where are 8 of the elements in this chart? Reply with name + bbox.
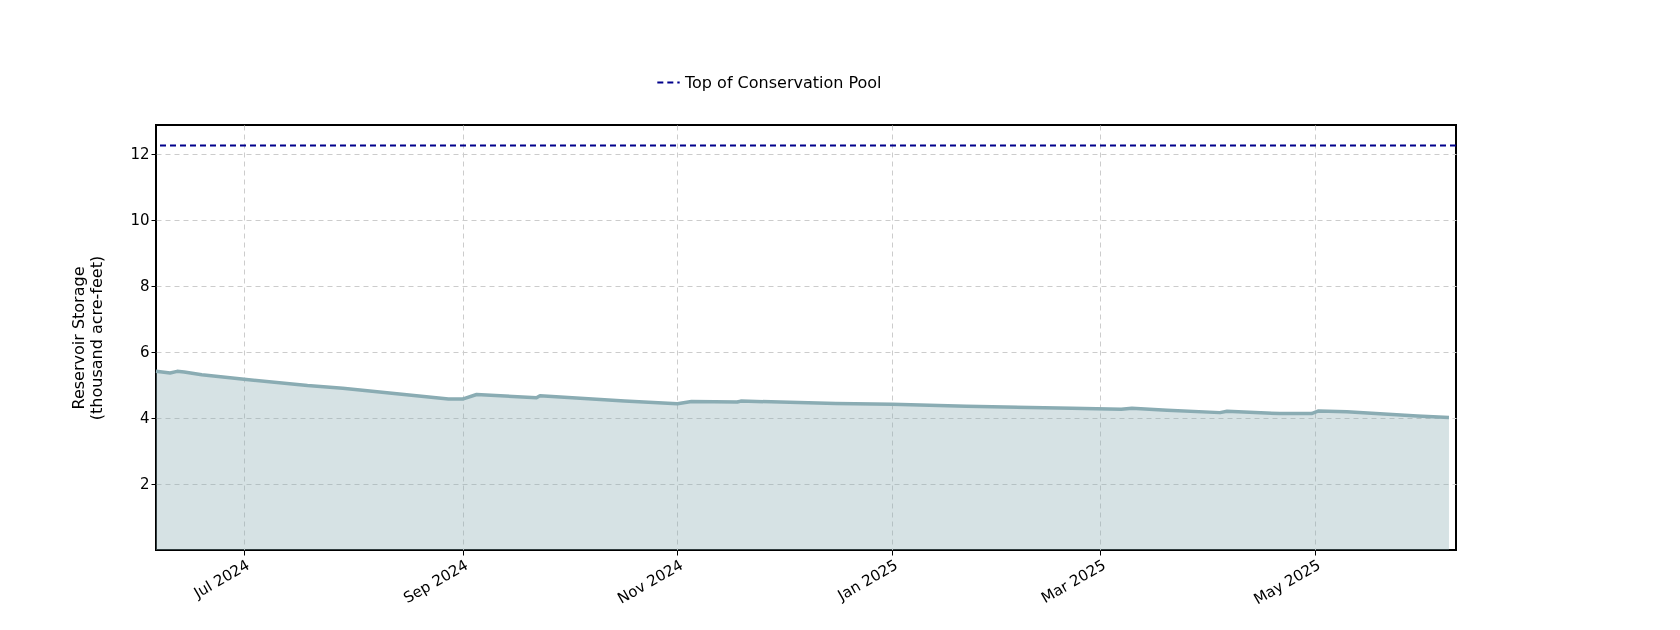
legend-label: Top of Conservation Pool — [684, 72, 882, 92]
y-tick-label: 10 — [130, 211, 150, 230]
y-tick-label: 2 — [139, 475, 150, 494]
y-axis-title: Reservoir Storage (thousand acre-feet) — [69, 255, 107, 421]
y-tick-label: 6 — [139, 343, 150, 362]
y-tick-label: 8 — [139, 277, 150, 296]
y-tick-label: 12 — [130, 145, 150, 164]
y-tick-label: 4 — [139, 409, 150, 428]
